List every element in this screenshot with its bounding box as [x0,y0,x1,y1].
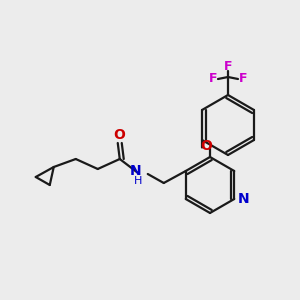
Text: F: F [224,61,232,74]
Text: F: F [209,73,217,85]
Text: F: F [239,73,247,85]
Text: N: N [130,164,142,178]
Text: H: H [134,176,142,186]
Text: O: O [113,128,125,142]
Text: N: N [238,192,250,206]
Text: O: O [200,140,212,154]
